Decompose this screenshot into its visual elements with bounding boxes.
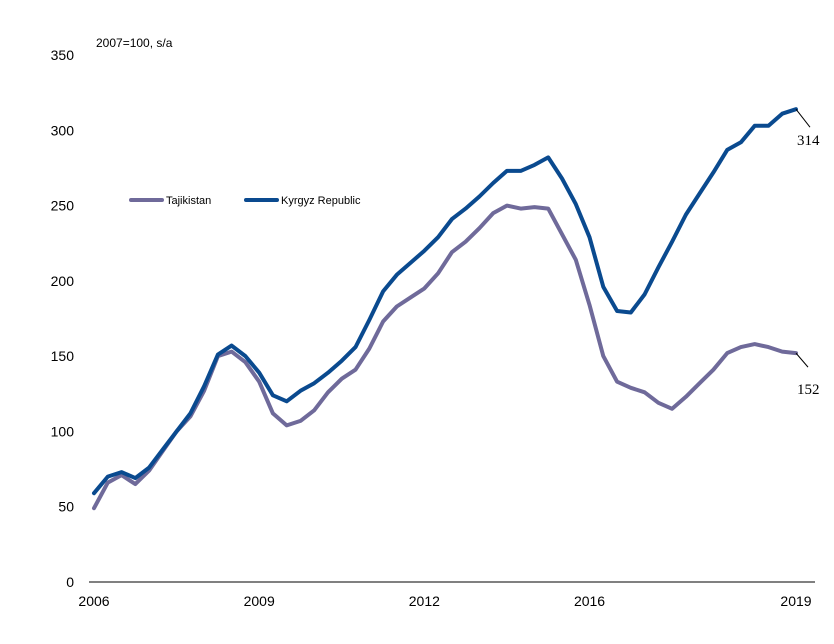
y-tick-label: 300 [51, 122, 75, 138]
y-tick-label: 350 [51, 47, 75, 63]
end-label-leader [795, 108, 811, 128]
series-line-tajikistan [92, 203, 798, 511]
end-label-leader [795, 352, 809, 368]
series-lines [92, 107, 798, 511]
y-tick-label: 0 [66, 574, 74, 590]
y-tick-label: 250 [51, 198, 75, 214]
y-axis-ticks: 0 50 100 150 200 250 300 350 [51, 47, 75, 590]
x-axis-ticks: 2006 2009 2012 2016 2019 [78, 593, 811, 609]
x-tick-label: 2012 [409, 593, 440, 609]
unit-note: 2007=100, s/a [96, 36, 173, 50]
end-labels: 152 314 [795, 108, 820, 398]
legend-label: Tajikistan [166, 195, 211, 207]
end-value-label: 314 [797, 133, 820, 149]
y-tick-label: 100 [51, 423, 75, 439]
end-value-label: 152 [797, 382, 820, 398]
legend-label: Kyrgyz Republic [281, 195, 361, 207]
series-line-kyrgyz-republic [92, 107, 798, 496]
legend: Tajikistan Kyrgyz Republic [129, 195, 361, 207]
x-tick-label: 2006 [78, 593, 109, 609]
y-tick-label: 50 [58, 499, 74, 515]
y-tick-label: 150 [51, 348, 75, 364]
x-tick-label: 2016 [574, 593, 605, 609]
x-tick-label: 2009 [244, 593, 275, 609]
y-tick-label: 200 [51, 273, 75, 289]
x-tick-label: 2019 [780, 593, 811, 609]
